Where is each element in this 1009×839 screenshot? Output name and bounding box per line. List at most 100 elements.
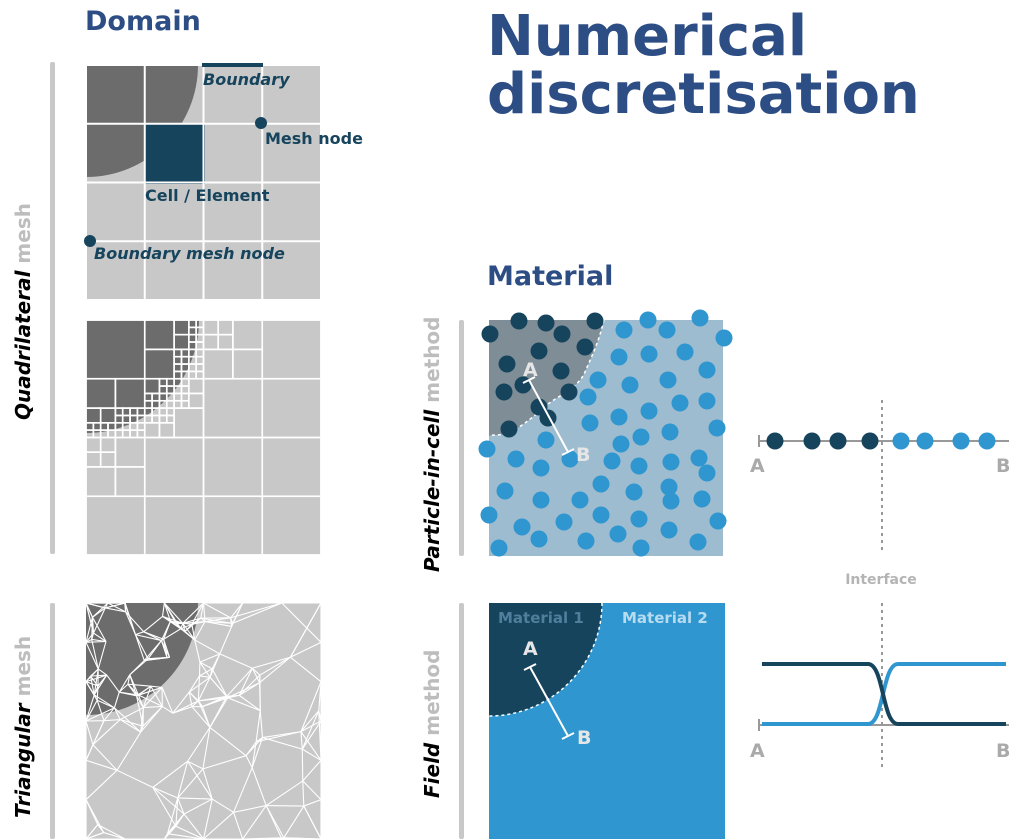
triangle-edge	[245, 755, 253, 768]
triangle-edge	[105, 607, 126, 613]
triangle-edge	[318, 710, 321, 761]
triangle-edge	[125, 611, 145, 633]
triangle-edge	[90, 675, 99, 687]
triangle-edge	[160, 620, 171, 641]
triangle-edge	[93, 607, 106, 634]
triangle-edge	[177, 768, 204, 799]
triangle-edge	[172, 700, 199, 714]
triangle-edge	[119, 691, 139, 696]
field-method-label: Field method	[420, 650, 444, 799]
field-material-1-region	[489, 603, 602, 716]
pic-profile-label-a: A	[750, 455, 765, 477]
light-particle	[571, 491, 589, 509]
dark-particle	[552, 362, 570, 380]
triangle-edge	[97, 674, 108, 687]
triangle-edge	[86, 694, 95, 722]
refined-quad-mesh	[85, 319, 322, 556]
light-particle	[610, 348, 628, 366]
triangle-edge	[301, 748, 321, 761]
triangle-edge	[259, 656, 291, 684]
light-particle	[640, 345, 658, 363]
triangle-edge	[90, 668, 99, 677]
light-particle	[676, 343, 694, 361]
triangle-edge	[161, 687, 174, 714]
triangle-edge	[113, 707, 121, 720]
triangle-edge	[251, 741, 257, 768]
triangle-edge	[255, 710, 261, 742]
profile-particle	[952, 432, 970, 450]
triangle-edge	[187, 760, 204, 770]
triangle-edge	[238, 674, 261, 696]
triangle-edge	[188, 675, 200, 693]
triangle-edge	[86, 642, 99, 670]
field-panel: Material 1 Material 2 A B	[488, 602, 725, 839]
dark-particle	[495, 383, 513, 401]
triangle-edge	[265, 805, 285, 839]
triangle-edge	[97, 824, 126, 839]
triangle-edge	[233, 812, 244, 839]
triangle-edge	[203, 811, 234, 839]
triangle-edge	[152, 786, 185, 815]
triangle-edge	[91, 638, 107, 643]
triangle-edge	[233, 767, 253, 813]
domain-heading: Domain	[85, 6, 201, 37]
triangle-edge	[191, 603, 204, 625]
triangle-edge	[90, 674, 107, 677]
triangle-edge	[227, 697, 261, 712]
profile-particle	[766, 432, 784, 450]
boundary-label: Boundary	[203, 70, 290, 89]
triangle-edge	[143, 631, 164, 640]
triangle-edge	[227, 682, 260, 699]
dark-particle	[539, 409, 557, 427]
light-particle	[693, 490, 711, 508]
triangle-edge	[97, 824, 105, 833]
title-line-1: Numerical	[487, 4, 807, 69]
triangle-edge	[199, 661, 213, 670]
light-particle	[690, 449, 708, 467]
triangle-edge	[86, 824, 99, 839]
light-particle	[709, 512, 727, 530]
profile-particle	[892, 432, 910, 450]
light-particle	[639, 311, 657, 329]
triangle-edge	[161, 603, 165, 617]
triangle-edge	[252, 656, 291, 669]
triangle-edge	[226, 694, 240, 697]
light-particle	[691, 309, 709, 327]
dark-particle	[530, 342, 548, 360]
triangle-edge	[199, 653, 221, 663]
triangle-edge	[86, 640, 107, 643]
triangle-edge	[183, 798, 213, 815]
light-particle	[532, 491, 550, 509]
pic-point-a: A	[523, 359, 538, 381]
light-particle	[632, 428, 650, 446]
triangle-edge	[86, 707, 115, 722]
grid-border	[85, 319, 322, 556]
pic-particles	[478, 309, 733, 557]
triangle-edge	[251, 737, 264, 768]
triangle-edge	[233, 805, 267, 813]
triangle-edge	[251, 767, 267, 806]
pic-method-label: Particle-in-cell method	[420, 317, 444, 573]
triangle-edge	[199, 661, 211, 678]
triangle-edge	[194, 639, 221, 655]
triangle-edge	[199, 675, 211, 678]
triangle-edge	[290, 641, 321, 658]
triangle-edge	[289, 603, 321, 658]
triangle-edge	[238, 667, 253, 696]
triangle-edge	[202, 727, 211, 769]
triangle-edge	[93, 632, 107, 642]
light-particle	[610, 408, 628, 426]
light-particle	[661, 423, 679, 441]
field-sample-cap-b	[561, 732, 575, 740]
triangle-edge	[127, 683, 139, 696]
triangle-edge	[92, 603, 109, 618]
light-particle	[579, 388, 597, 406]
triangle-edge	[238, 694, 261, 712]
pic-sample-cap-a	[522, 376, 536, 384]
triangle-edge	[219, 626, 233, 655]
triangle-edge	[301, 710, 320, 750]
boundary-mesh-node-label: Boundary mesh node	[94, 244, 285, 263]
triangle-edge	[230, 617, 233, 627]
triangle-edge	[259, 656, 291, 676]
triangle-edge	[162, 615, 182, 630]
